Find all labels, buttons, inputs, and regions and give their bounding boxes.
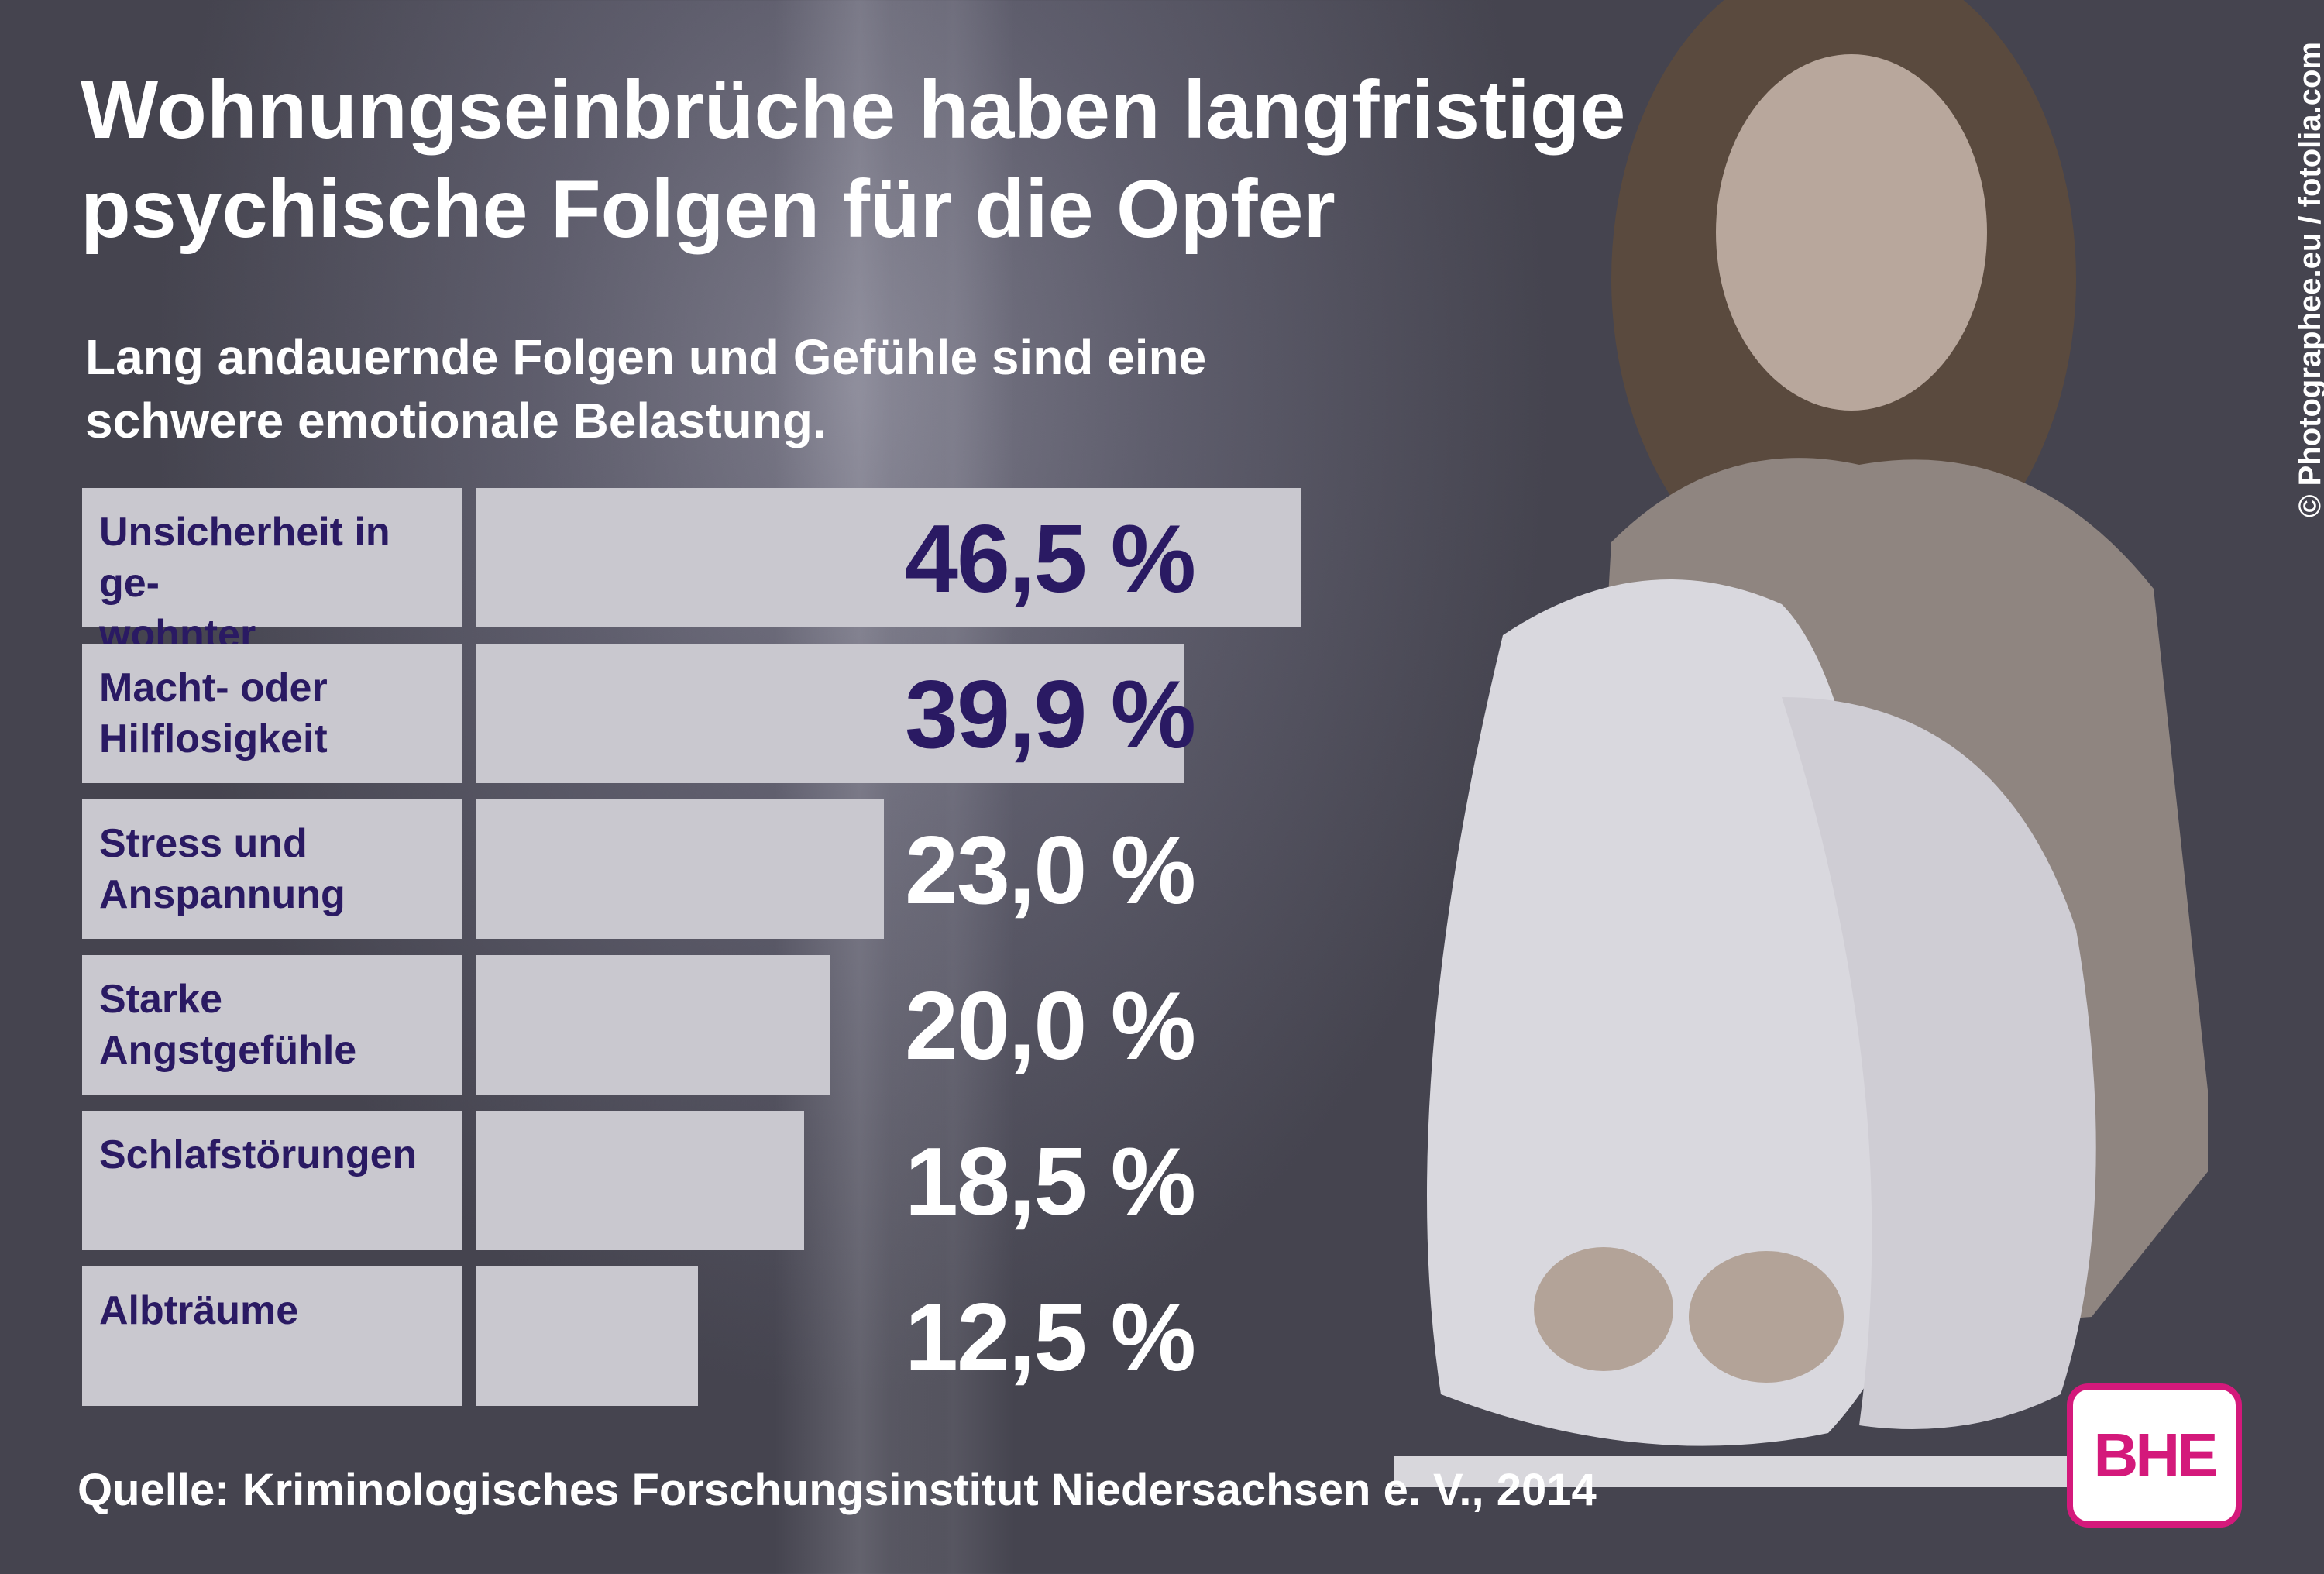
value-label: 18,5 %: [905, 1129, 1196, 1235]
light-beam: [775, 0, 945, 1574]
value-label: 46,5 %: [905, 506, 1196, 613]
bar-row: Stress und Anspannung 23,0 %: [0, 799, 1317, 939]
light-beam: [891, 0, 1015, 1574]
category-label: Stress und Anspannung: [82, 799, 462, 939]
bar: [476, 955, 830, 1095]
bar-row: Albträume 12,5 %: [0, 1266, 1317, 1406]
bar: [476, 1266, 698, 1406]
page-title: Wohnungseinbrüche haben langfristige psy…: [81, 64, 1626, 255]
bhe-logo: BHE: [2067, 1383, 2242, 1528]
category-label: Macht- oder Hilflosigkeit: [82, 644, 462, 783]
bar-row: Schlafstörungen 18,5 %: [0, 1111, 1317, 1250]
subtitle: Lang andauernde Folgen und Gefühle sind …: [85, 329, 1207, 448]
category-label: Albträume: [82, 1266, 462, 1406]
photo-credit: © Photographee.eu / fotolia.com: [2293, 42, 2324, 517]
bar-row: Unsicherheit in ge- wohnter Umgebung 46,5…: [0, 488, 1317, 708]
bar: [476, 1111, 804, 1250]
bar-row: Starke Angstgefühle 20,0 %: [0, 955, 1317, 1095]
bar-row: Macht- oder Hilflosigkeit 39,9 %: [0, 644, 1317, 783]
source-note: Quelle: Kriminologisches Forschungsinsti…: [77, 1465, 1597, 1515]
bar: [476, 799, 884, 939]
category-label: Starke Angstgefühle: [82, 955, 462, 1095]
bar: [476, 644, 1184, 783]
value-label: 23,0 %: [905, 817, 1196, 924]
woman-photo: [1394, 0, 2208, 1487]
category-label: Schlafstörungen: [82, 1111, 462, 1250]
category-label: Unsicherheit in ge- wohnter Umgebung: [82, 488, 462, 708]
value-label: 20,0 %: [905, 973, 1196, 1080]
value-label: 12,5 %: [905, 1284, 1196, 1391]
value-label: 39,9 %: [905, 662, 1196, 768]
bar: [476, 488, 1301, 627]
